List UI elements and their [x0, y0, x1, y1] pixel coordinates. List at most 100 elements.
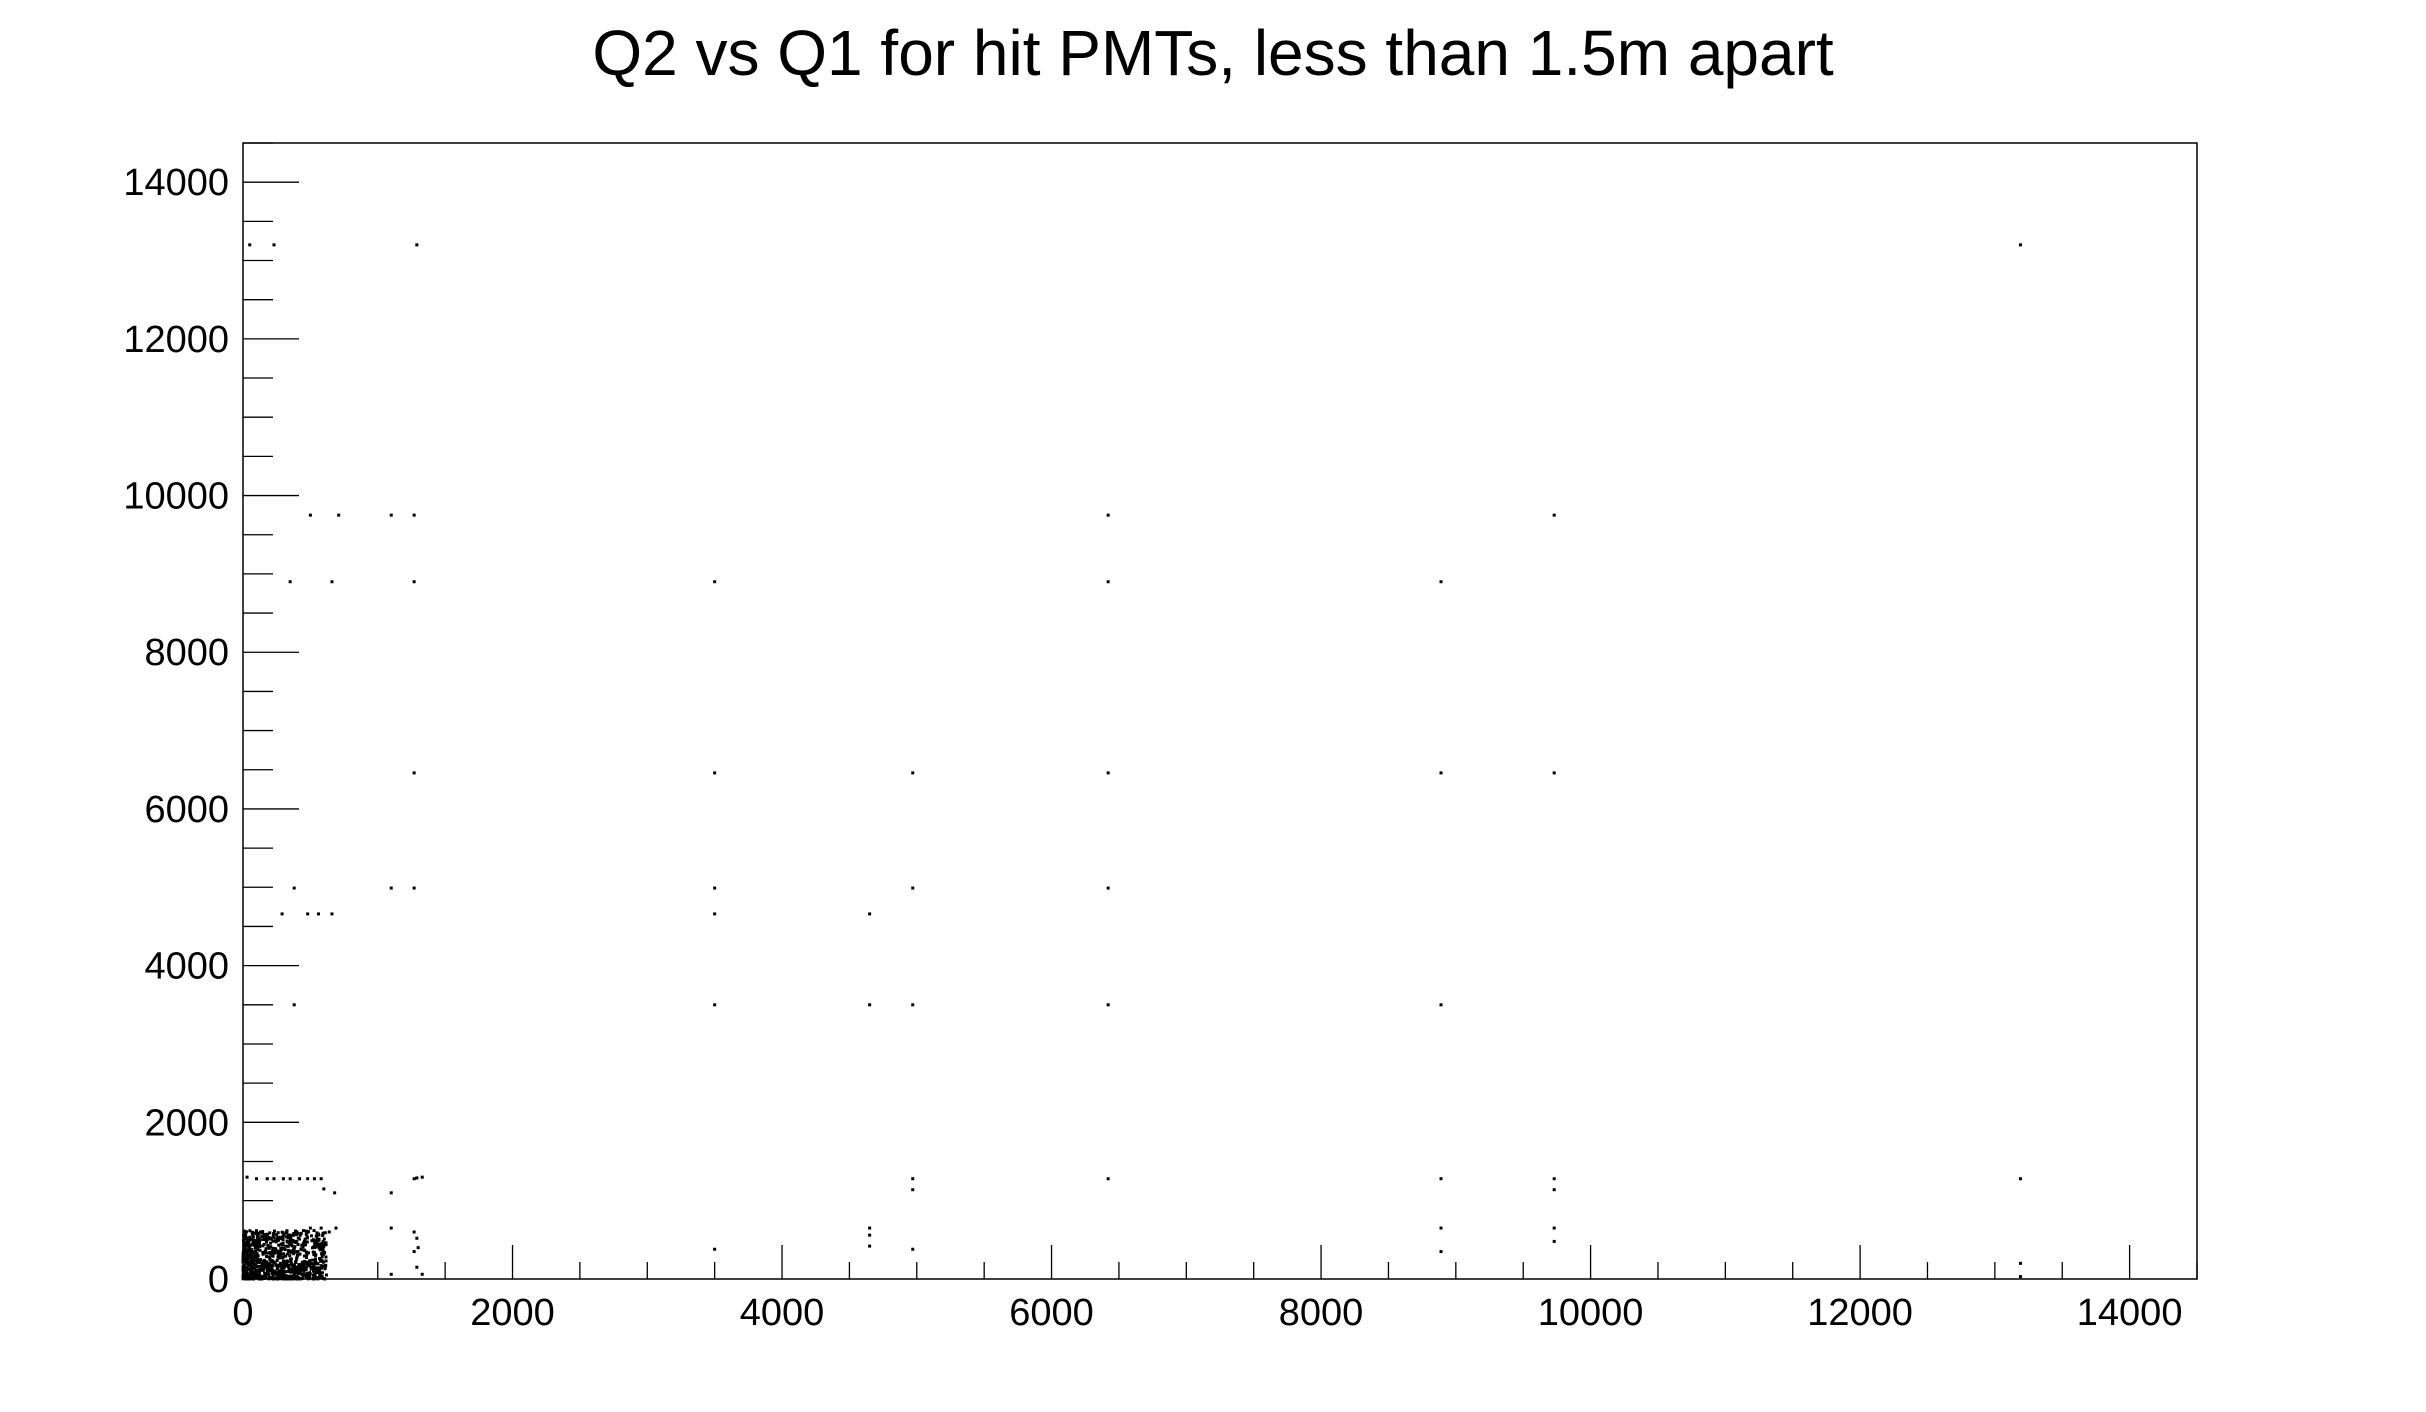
scatter-point — [265, 1272, 269, 1276]
scatter-point — [295, 1257, 299, 1261]
scatter-point — [251, 1240, 255, 1244]
scatter-point — [294, 1270, 298, 1274]
scatter-point — [245, 1256, 249, 1260]
scatter-point — [313, 1261, 317, 1265]
scatter-point — [319, 1264, 323, 1268]
scatter-point — [911, 1003, 915, 1007]
scatter-point — [276, 1231, 280, 1235]
scatter-point — [310, 1234, 314, 1238]
scatter-point — [287, 1264, 291, 1268]
scatter-point — [246, 1253, 250, 1257]
scatter-point — [298, 1177, 302, 1181]
scatter-point — [285, 1260, 289, 1264]
scatter-point — [252, 1243, 256, 1247]
scatter-point — [319, 1226, 323, 1230]
scatter-point — [312, 1276, 316, 1280]
scatter-point — [273, 1239, 277, 1243]
scatter-point — [294, 1266, 298, 1270]
scatter-point — [278, 1261, 282, 1265]
scatter-point — [261, 1266, 265, 1270]
scatter-point — [268, 1257, 272, 1261]
scatter-point — [278, 1274, 282, 1278]
scatter-point — [243, 1232, 247, 1236]
scatter-point — [256, 1248, 260, 1252]
scatter-point — [248, 243, 252, 247]
scatter-point — [282, 1252, 286, 1256]
scatter-point — [257, 1243, 261, 1247]
x-tick-label: 4000 — [740, 1292, 825, 1334]
scatter-point — [253, 1259, 257, 1263]
scatter-point — [1106, 513, 1110, 517]
scatter-point — [292, 1269, 296, 1273]
scatter-point — [281, 1241, 285, 1245]
scatter-point — [292, 1250, 296, 1254]
y-tick-label: 12000 — [123, 319, 229, 361]
scatter-point — [264, 1275, 268, 1279]
scatter-point — [284, 1235, 288, 1239]
scatter-point — [253, 1243, 257, 1247]
x-tick-label: 12000 — [1807, 1292, 1913, 1334]
scatter-point — [244, 1265, 248, 1269]
scatter-point — [289, 1257, 293, 1261]
scatter-point — [255, 1274, 259, 1278]
scatter-point — [313, 1275, 317, 1279]
scatter-point — [318, 1246, 322, 1250]
scatter-point — [259, 1274, 263, 1278]
data-points — [241, 243, 2022, 1281]
scatter-point — [294, 1260, 298, 1264]
scatter-point — [868, 1226, 872, 1230]
scatter-point — [330, 580, 334, 584]
scatter-point — [337, 513, 341, 517]
scatter-point — [254, 1252, 258, 1256]
scatter-point — [296, 1272, 300, 1276]
x-tick-label: 14000 — [2077, 1292, 2183, 1334]
scatter-point — [1106, 886, 1110, 890]
scatter-point — [868, 1244, 872, 1248]
scatter-point — [242, 1238, 246, 1242]
scatter-point — [241, 1256, 245, 1260]
scatter-point — [279, 1246, 283, 1250]
scatter-point — [290, 1250, 294, 1254]
scatter-point — [284, 1269, 288, 1273]
scatter-point — [288, 1238, 292, 1242]
scatter-point — [304, 1275, 308, 1279]
scatter-point — [260, 1231, 264, 1235]
scatter-point — [324, 1255, 328, 1259]
scatter-point — [242, 1259, 246, 1263]
scatter-point — [284, 1277, 288, 1281]
scatter-point — [313, 1257, 317, 1261]
scatter-point — [420, 1175, 424, 1179]
scatter-point — [312, 1253, 316, 1257]
scatter-point — [263, 1264, 267, 1268]
scatter-point — [300, 1243, 304, 1247]
scatter-point — [250, 1230, 254, 1234]
scatter-point — [291, 1276, 295, 1280]
scatter-point — [288, 1242, 292, 1246]
scatter-point — [269, 1258, 273, 1262]
scatter-point — [277, 1243, 281, 1247]
scatter-point — [302, 1248, 306, 1252]
scatter-point — [300, 1265, 304, 1269]
scatter-point — [281, 1256, 285, 1260]
y-tick-label: 14000 — [123, 162, 229, 204]
scatter-point — [281, 1231, 285, 1235]
scatter-point — [713, 580, 717, 584]
scatter-point — [243, 1273, 247, 1277]
scatter-point — [255, 1255, 259, 1259]
scatter-point — [713, 886, 717, 890]
scatter-point — [298, 1233, 302, 1237]
scatter-point — [295, 1240, 299, 1244]
scatter-point — [1552, 771, 1556, 775]
scatter-point — [264, 1251, 268, 1255]
scatter-point — [1439, 1177, 1443, 1181]
scatter-point — [249, 1256, 253, 1260]
scatter-point — [311, 1238, 315, 1242]
scatter-point — [261, 1275, 265, 1279]
scatter-point — [266, 1232, 270, 1236]
scatter-point — [327, 1230, 331, 1234]
scatter-point — [324, 1259, 328, 1263]
scatter-point — [415, 243, 419, 247]
scatter-point — [305, 1240, 309, 1244]
scatter-point — [245, 1242, 249, 1246]
scatter-point — [308, 1264, 312, 1268]
